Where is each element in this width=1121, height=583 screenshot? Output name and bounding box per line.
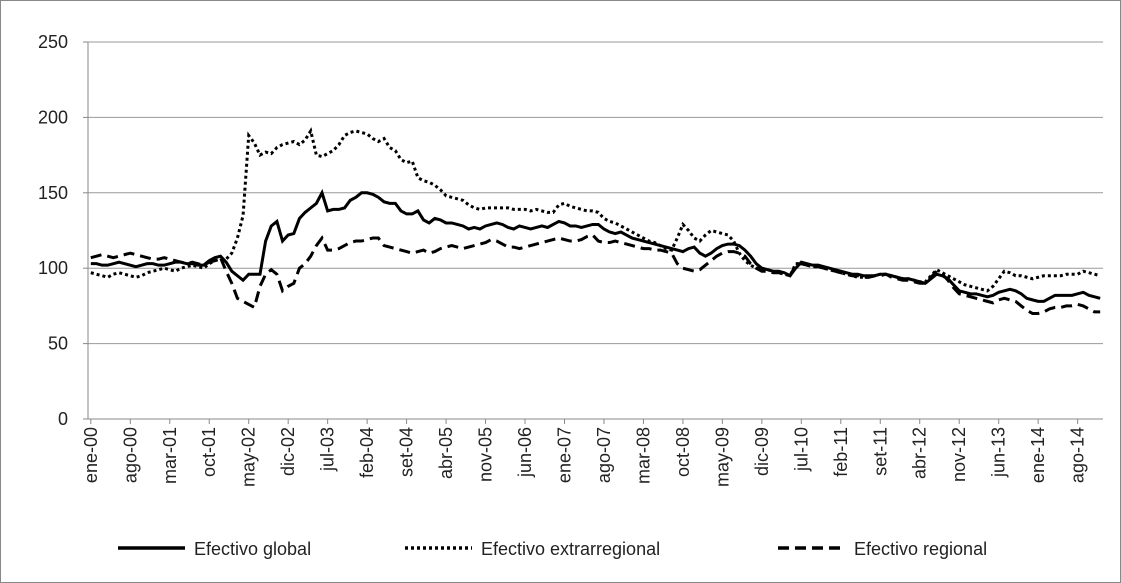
legend-label: Efectivo global: [194, 539, 311, 559]
x-tick-label: mar-08: [633, 427, 653, 484]
x-tick-label: nov-05: [476, 427, 496, 482]
x-tick-label: ago-14: [1068, 427, 1088, 483]
y-tick-label: 100: [38, 258, 68, 278]
series-line: [90, 233, 1101, 315]
x-tick-label: ene-14: [1028, 427, 1048, 483]
x-tick-label: oct-01: [199, 427, 219, 477]
x-tick-label: may-09: [712, 427, 732, 487]
y-tick-label: 250: [38, 32, 68, 52]
y-tick-label: 150: [38, 183, 68, 203]
y-tick-label: 200: [38, 107, 68, 127]
x-tick-label: feb-04: [357, 427, 377, 478]
x-tick-label: jul-10: [791, 427, 811, 472]
x-tick-label: set-04: [397, 427, 417, 477]
x-tick-label: may-02: [239, 427, 259, 487]
x-tick-label: jun-06: [515, 427, 535, 478]
x-tick-label: ago-00: [120, 427, 140, 483]
y-tick-label: 50: [48, 334, 68, 354]
x-tick-label: nov-12: [949, 427, 969, 482]
legend-label: Efectivo regional: [854, 539, 987, 559]
x-tick-label: abr-05: [436, 427, 456, 479]
y-tick-label: 0: [58, 409, 68, 429]
legend-label: Efectivo extrarregional: [481, 539, 660, 559]
x-tick-label: oct-08: [673, 427, 693, 477]
x-tick-label: jun-13: [989, 427, 1009, 478]
x-tick-label: ene-00: [81, 427, 101, 483]
x-tick-label: ene-07: [554, 427, 574, 483]
x-tick-label: set-11: [870, 427, 890, 476]
x-tick-label: dic-09: [752, 427, 772, 476]
x-tick-label: feb-11: [831, 427, 851, 477]
x-tick-label: mar-01: [160, 427, 180, 484]
x-tick-label: jul-03: [318, 427, 338, 472]
x-tick-label: dic-02: [278, 427, 298, 476]
x-tick-label: abr-12: [910, 427, 930, 479]
x-tick-label: ago-07: [594, 427, 614, 483]
